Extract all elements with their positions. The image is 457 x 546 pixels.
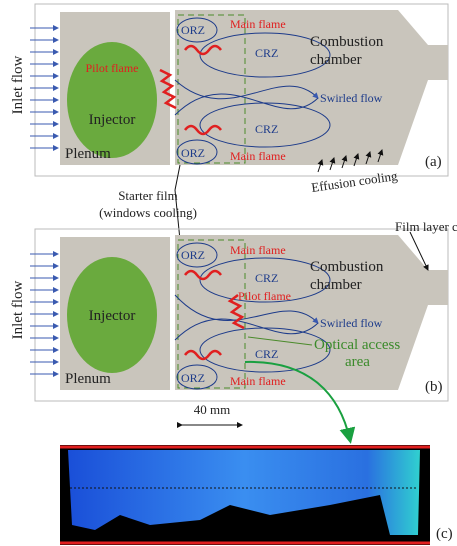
label: Inlet flow bbox=[10, 280, 26, 339]
label: Combustion bbox=[310, 259, 384, 275]
label: (c) bbox=[436, 526, 453, 542]
label: Plenum bbox=[65, 146, 111, 162]
label: ORZ bbox=[181, 146, 205, 160]
page: Inlet flow Plenum Injector Pilot flame M… bbox=[0, 0, 457, 546]
label: CRZ bbox=[255, 122, 278, 136]
label: Film layer cooling bbox=[395, 219, 457, 234]
label: (windows cooling) bbox=[99, 205, 197, 220]
label: Injector bbox=[89, 112, 136, 128]
label: ORZ bbox=[181, 248, 205, 262]
injector bbox=[67, 42, 157, 158]
label: chamber bbox=[310, 52, 362, 68]
figure: Inlet flow Plenum Injector Pilot flame M… bbox=[0, 0, 457, 546]
panel-a: Inlet flow Plenum Injector Pilot flame M… bbox=[10, 4, 448, 195]
label: CRZ bbox=[255, 347, 278, 361]
panel-b: Inlet flow Plenum Injector Pilot flame M… bbox=[10, 219, 457, 425]
label: Effusion cooling bbox=[310, 168, 399, 195]
label: Inlet flow bbox=[10, 55, 26, 114]
inlet-arrows bbox=[30, 254, 58, 374]
label: area bbox=[345, 354, 370, 370]
label: Main flame bbox=[230, 149, 286, 163]
label: (a) bbox=[425, 154, 442, 170]
label: Injector bbox=[89, 308, 136, 324]
label: Starter film bbox=[118, 188, 178, 203]
label: Combustion bbox=[310, 34, 384, 50]
label: Pilot flame bbox=[238, 289, 291, 303]
label: ORZ bbox=[181, 23, 205, 37]
label: ORZ bbox=[181, 371, 205, 385]
label: 40 mm bbox=[194, 402, 230, 417]
panel-c: (c) bbox=[60, 445, 453, 545]
label: CRZ bbox=[255, 271, 278, 285]
leader bbox=[175, 165, 180, 190]
label: chamber bbox=[310, 277, 362, 293]
label: Optical access bbox=[314, 337, 400, 353]
inlet-arrows bbox=[30, 28, 58, 148]
label: Main flame bbox=[230, 243, 286, 257]
label: Swirled flow bbox=[320, 316, 383, 330]
label: Main flame bbox=[230, 374, 286, 388]
label: Pilot flame bbox=[86, 61, 139, 75]
label: CRZ bbox=[255, 46, 278, 60]
label: Swirled flow bbox=[320, 91, 383, 105]
label: Main flame bbox=[230, 17, 286, 31]
label: (b) bbox=[425, 379, 443, 395]
label: Plenum bbox=[65, 371, 111, 387]
